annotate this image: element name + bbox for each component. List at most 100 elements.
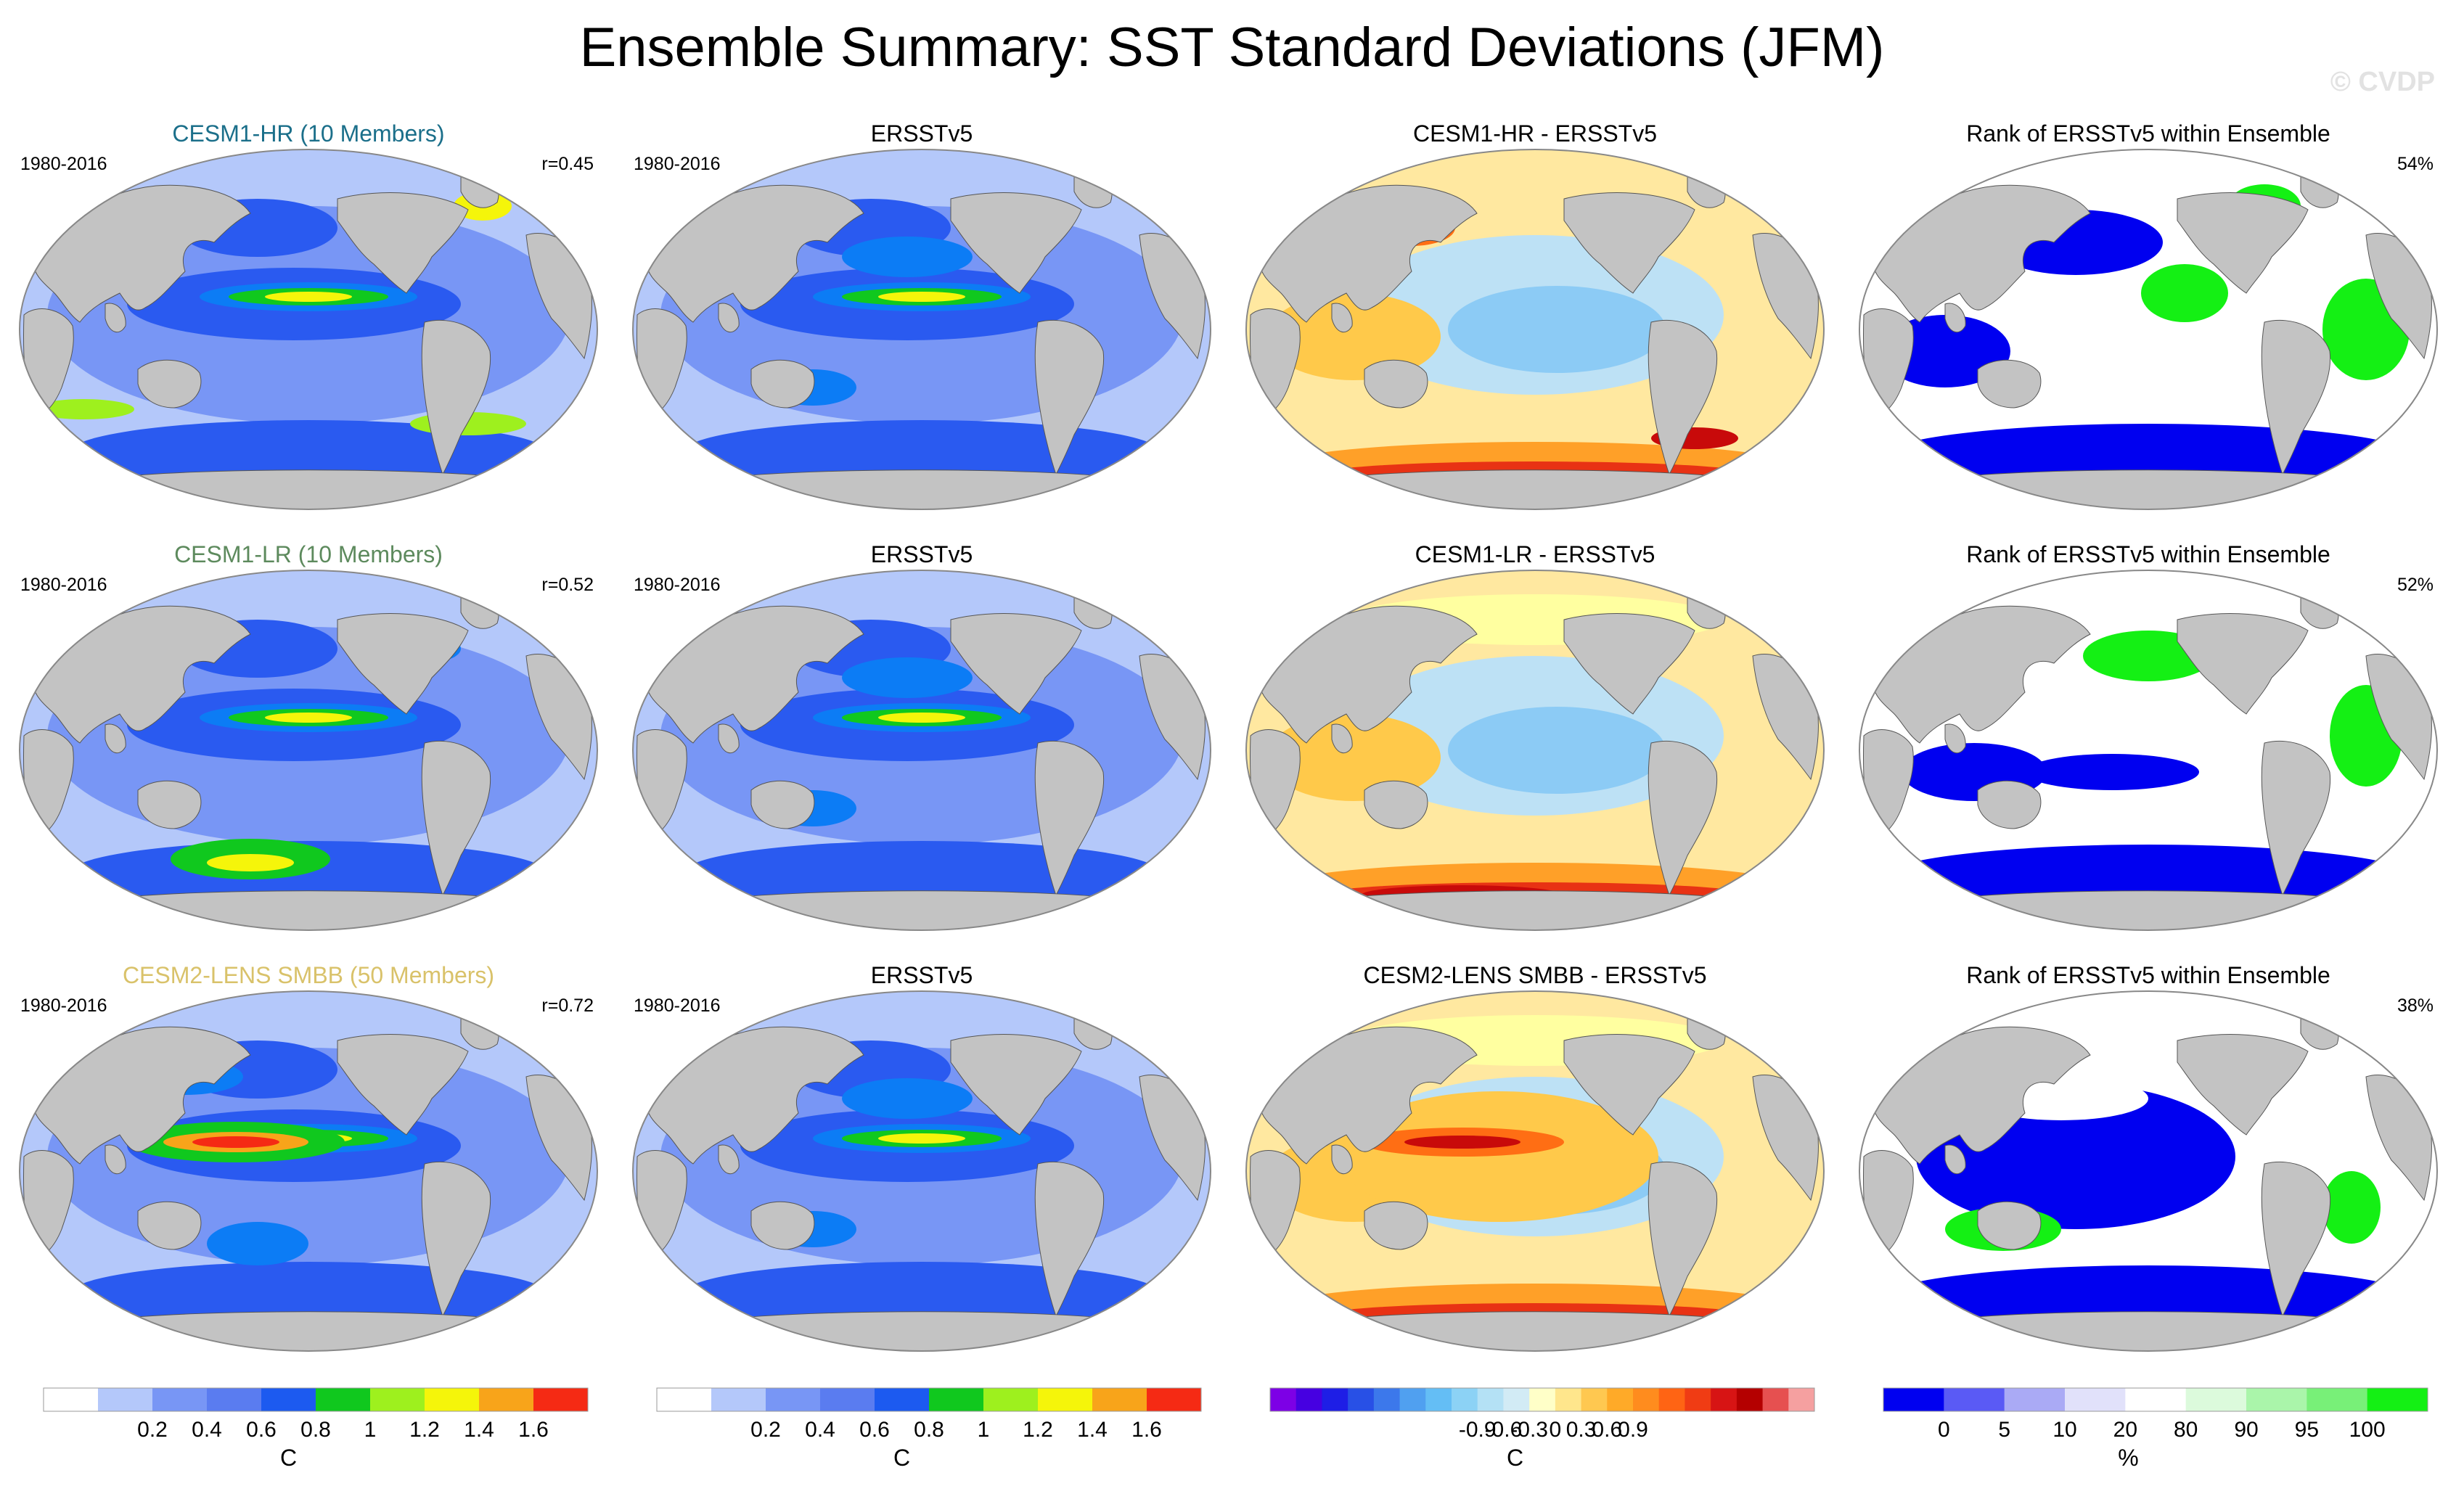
colorbar-tick-label: 0.4 [805, 1418, 835, 1442]
land-mass [1872, 184, 2091, 323]
panel-title: CESM2-LENS SMBB - ERSSTv5 [1363, 962, 1707, 988]
diff-contour [1448, 286, 1666, 373]
sst-contour [265, 292, 352, 302]
colorbar-swatch [1322, 1388, 1348, 1411]
colorbar-swatch [1711, 1388, 1738, 1411]
colorbar-swatch [316, 1388, 371, 1411]
colorbar-tick-label: 5 [1998, 1418, 2010, 1442]
map-border [632, 570, 1211, 931]
colorbar-swatch [533, 1388, 589, 1411]
map-panel: Rank of ERSSTv5 within Ensemble 52% [1847, 537, 2449, 943]
land-mass [421, 1161, 491, 1318]
rank-region [2141, 264, 2228, 322]
colorbar-swatch [1399, 1388, 1426, 1411]
land-mass [1330, 1311, 1740, 1351]
land-mass [2261, 1161, 2331, 1318]
rank-region [2322, 1171, 2381, 1244]
land-mass [421, 740, 491, 897]
land-mass [2261, 319, 2331, 476]
panel-title: ERSSTv5 [870, 962, 973, 988]
land-mass [750, 359, 815, 409]
land-mass [645, 184, 864, 323]
land-mass [750, 780, 815, 829]
colorbar-tick-label: 20 [2113, 1418, 2137, 1442]
colorbar-swatch [2367, 1388, 2428, 1411]
map-border [1245, 149, 1825, 510]
panel-years: 1980-2016 [20, 575, 107, 595]
map-border [1245, 990, 1825, 1352]
colorbar-tick-label: 1.6 [1131, 1418, 1162, 1442]
colorbar-outline [1883, 1387, 2428, 1412]
colorbar-swatch [1529, 1388, 1556, 1411]
land-mass [718, 303, 740, 333]
sst-contour [842, 237, 973, 277]
land-mass [645, 1026, 864, 1165]
colorbar-swatch [2125, 1388, 2187, 1411]
panel-stat: 54% [2397, 154, 2434, 174]
colorbar-tick-label: 1.6 [518, 1418, 549, 1442]
sst-contour [265, 713, 352, 723]
colorbar-tick-label: 0.9 [1618, 1418, 1648, 1442]
map-panel: CESM1-LR (10 Members) 1980-2016 r=0.52 [7, 537, 610, 943]
panel-years: 1980-2016 [634, 996, 721, 1016]
land-mass [104, 469, 513, 509]
land-mass [2177, 1034, 2309, 1136]
sst-contour [69, 420, 548, 485]
map-border [1245, 570, 1825, 931]
land-mass [1563, 192, 1695, 294]
colorbar-swatch [1503, 1388, 1530, 1411]
colorbar-unit-label: C [280, 1445, 297, 1471]
map-border [632, 990, 1211, 1352]
colorbar-tick-label: 80 [2174, 1418, 2198, 1442]
land-mass [950, 1034, 1082, 1136]
map-border [1859, 570, 2438, 931]
colorbar-unit-label: C [893, 1445, 910, 1471]
land-mass [137, 1201, 202, 1250]
colorbar-tick-label: 0.2 [137, 1418, 168, 1442]
global-map [1859, 570, 2438, 931]
land-mass [1944, 723, 1966, 754]
colorbar-tick-label: 0.3 [1566, 1418, 1597, 1442]
panel-title: CESM1-HR (10 Members) [172, 120, 445, 147]
land-mass [1648, 740, 1718, 897]
land-mass [137, 359, 202, 409]
colorbar-swatch [98, 1388, 153, 1411]
sst-contour [207, 1222, 308, 1265]
panel-stat: r=0.52 [541, 575, 594, 595]
land-mass [1944, 303, 1966, 333]
global-map [1245, 149, 1825, 510]
colorbar-swatch [1555, 1388, 1582, 1411]
colorbar-swatch [766, 1388, 821, 1411]
colorbar-svg: 0 5 10 20 80 90 95 100% [1883, 1387, 2428, 1471]
colorbar-unit-label: C [1507, 1445, 1523, 1471]
land-mass [1944, 1144, 1966, 1175]
global-map [1859, 149, 2438, 510]
sst-contour [207, 854, 294, 871]
global-map [1245, 570, 1825, 931]
colorbar-swatch [711, 1388, 766, 1411]
colorbar-svg: 0.2 0.4 0.6 0.8 1 1.2 1.4 1.6 C [43, 1387, 589, 1471]
colorbar-unit-label: % [2118, 1445, 2138, 1471]
colorbar-swatch [2065, 1388, 2126, 1411]
land-mass [1258, 605, 1478, 744]
land-mass [1944, 1311, 2353, 1351]
colorbar-swatch [1883, 1388, 1944, 1411]
map-panel: CESM1-HR - ERSSTv5 [1234, 116, 1836, 522]
colorbar-swatch [983, 1388, 1039, 1411]
land-mass [105, 303, 126, 333]
colorbar-swatch [929, 1388, 984, 1411]
panel-years: 1980-2016 [634, 154, 721, 174]
colorbar-swatch [1270, 1388, 1297, 1411]
colorbar: 0.2 0.4 0.6 0.8 1 1.2 1.4 1.6 C [40, 1384, 592, 1479]
colorbar-outline [1269, 1387, 1815, 1412]
land-mass [1258, 184, 1478, 323]
map-panel: ERSSTv5 1980-2016 [621, 116, 1223, 522]
land-mass [718, 1144, 740, 1175]
colorbar-swatch [370, 1388, 425, 1411]
colorbar-swatch [1038, 1388, 1093, 1411]
colorbar-tick-label: 90 [2234, 1418, 2258, 1442]
colorbar-swatch [1147, 1388, 1202, 1411]
sst-contour [69, 1262, 548, 1327]
land-mass [1944, 469, 2353, 509]
colorbar-tick-label: 0.8 [914, 1418, 944, 1442]
